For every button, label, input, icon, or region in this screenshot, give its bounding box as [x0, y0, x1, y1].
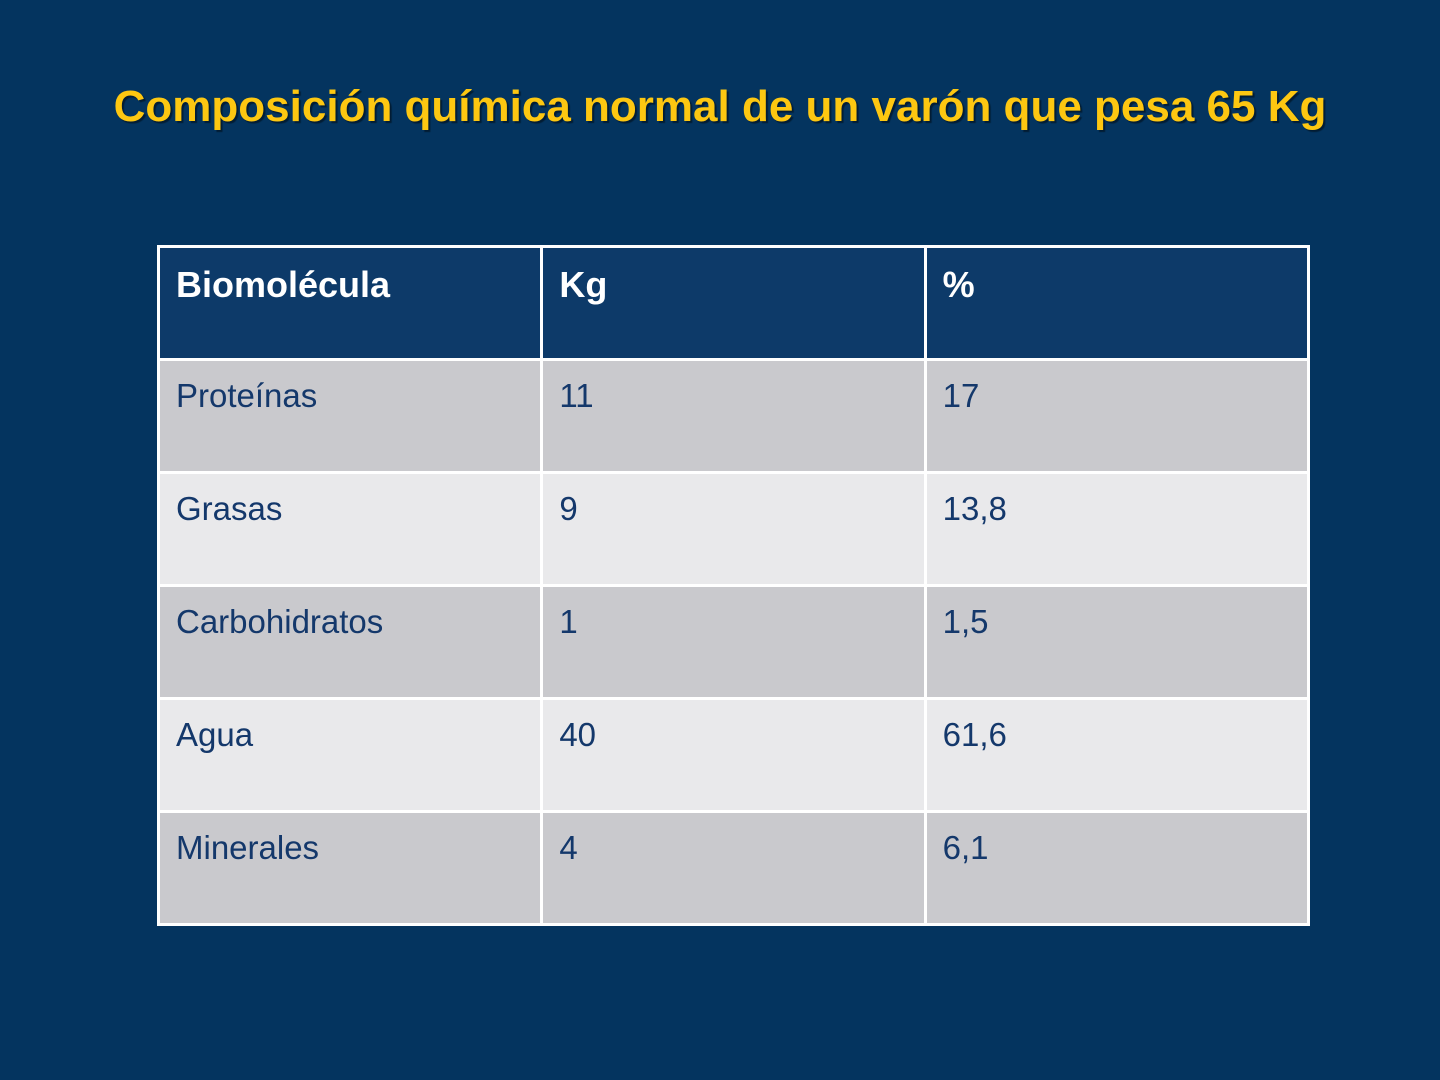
table-row-minerales: Minerales 4 6,1	[156, 810, 1311, 926]
column-header-biomolecula: Biomolécula	[156, 245, 544, 361]
cell-kg: 9	[540, 471, 927, 587]
cell-biomolecula: Proteínas	[156, 358, 544, 474]
cell-percent: 13,8	[923, 471, 1311, 587]
table-header-row: Biomolécula Kg %	[156, 245, 1311, 361]
cell-kg: 4	[540, 810, 927, 926]
column-header-kg: Kg	[540, 245, 927, 361]
table-row-proteinas: Proteínas 11 17	[156, 358, 1311, 474]
composition-table: Biomolécula Kg % Proteínas 11 17 Grasas …	[156, 245, 1311, 926]
table-row-carbohidratos: Carbohidratos 1 1,5	[156, 584, 1311, 700]
slide-title: Composición química normal de un varón q…	[113, 82, 1327, 131]
cell-percent: 6,1	[923, 810, 1311, 926]
cell-biomolecula: Agua	[156, 697, 544, 813]
cell-percent: 17	[923, 358, 1311, 474]
cell-biomolecula: Carbohidratos	[156, 584, 544, 700]
table-row-grasas: Grasas 9 13,8	[156, 471, 1311, 587]
cell-biomolecula: Grasas	[156, 471, 544, 587]
table-row-agua: Agua 40 61,6	[156, 697, 1311, 813]
cell-percent: 1,5	[923, 584, 1311, 700]
cell-kg: 40	[540, 697, 927, 813]
column-header-percent: %	[923, 245, 1311, 361]
cell-kg: 1	[540, 584, 927, 700]
cell-biomolecula: Minerales	[156, 810, 544, 926]
cell-kg: 11	[540, 358, 927, 474]
cell-percent: 61,6	[923, 697, 1311, 813]
